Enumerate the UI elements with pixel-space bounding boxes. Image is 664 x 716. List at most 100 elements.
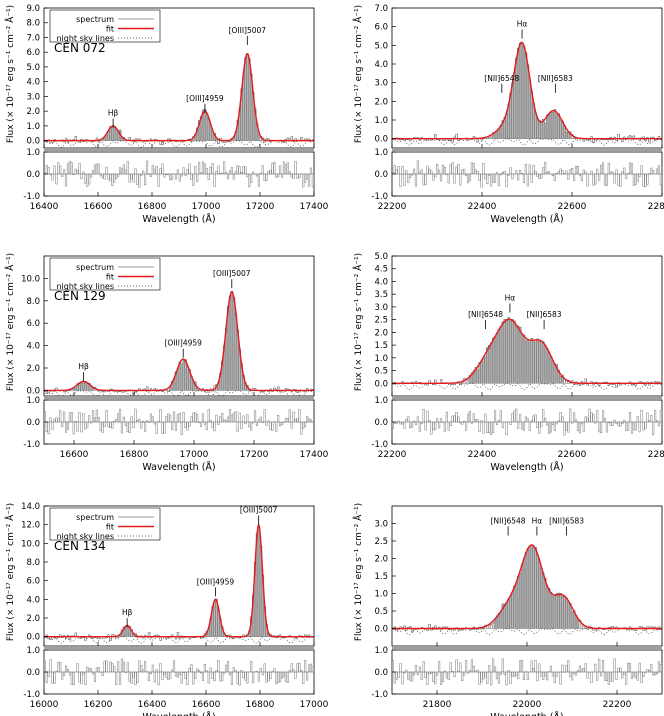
spectrum-bin: [524, 340, 527, 384]
residual-bin: [242, 415, 245, 423]
spectrum-bin: [563, 596, 566, 629]
residual-bin: [298, 409, 301, 423]
residual-bin: [190, 416, 193, 423]
residual-bin: [461, 671, 464, 681]
residual-bin: [59, 410, 62, 423]
residual-bin: [300, 670, 303, 673]
residual-bin: [257, 419, 260, 423]
residual-bin: [169, 671, 172, 679]
residual-tick-label: 0.0: [374, 668, 388, 678]
residual-bin: [109, 421, 112, 428]
residual-bin: [470, 421, 473, 424]
residual-bin: [559, 168, 562, 175]
residual-bin: [64, 173, 68, 187]
residual-bin: [244, 421, 247, 425]
residual-bin: [632, 173, 635, 186]
residual-bin: [205, 670, 208, 673]
residual-tick-label: 1.0: [26, 148, 40, 158]
residual-bin: [196, 668, 199, 673]
residual-bin: [255, 671, 259, 673]
residual-bin: [657, 421, 661, 427]
residual-bin: [601, 162, 605, 175]
residual-bin: [503, 170, 506, 175]
sky-lines: [44, 139, 314, 148]
residual-bin: [519, 660, 522, 673]
residual-bin: [414, 421, 418, 425]
residual-bin: [528, 164, 531, 175]
y-tick-label: 3.0: [26, 92, 40, 102]
residual-bin: [244, 166, 247, 175]
spectrum-layer: [44, 522, 314, 644]
residual-bin: [412, 671, 416, 676]
spectrum-bin: [507, 317, 510, 384]
residual-bin: [169, 173, 172, 181]
spectrum-bin: [484, 356, 487, 384]
residual-bin: [296, 418, 299, 423]
residual-bin: [176, 169, 179, 175]
residual-bin: [430, 170, 433, 175]
residual-bin: [644, 421, 647, 429]
residual-bin: [600, 164, 603, 175]
x-tick-label: 22200: [603, 700, 632, 710]
residual-bin: [93, 671, 97, 682]
spectrum-bin: [520, 333, 524, 384]
line-label: [OIII]5007: [229, 26, 267, 35]
residual-bin: [449, 164, 452, 175]
residual-bin: [145, 160, 149, 175]
residual-bin: [594, 173, 597, 185]
residual-bin: [627, 421, 630, 431]
residual-bin: [263, 663, 266, 673]
residual-bin: [397, 420, 400, 423]
residual-tick-label: 0.0: [374, 170, 388, 180]
residual-bin: [601, 410, 605, 423]
residual-bin: [640, 165, 643, 175]
residual-bin: [269, 671, 272, 680]
residual-bin: [646, 173, 649, 185]
spectrum-bin: [569, 603, 572, 629]
residual-bin: [569, 671, 572, 678]
residual-bin: [563, 173, 566, 175]
residual-bin: [267, 420, 270, 423]
residual-bin: [294, 418, 297, 423]
residual-bin: [107, 421, 110, 428]
residual-bin: [642, 173, 645, 187]
residual-bin: [90, 668, 93, 673]
residual-bin: [565, 665, 568, 673]
line-label: Hβ: [78, 362, 89, 371]
residual-bin: [140, 173, 143, 176]
residual-bin: [655, 671, 659, 675]
residual-bin: [157, 173, 160, 187]
spectrum-bin: [91, 388, 95, 391]
legend-label: fit: [106, 273, 114, 282]
y-tick-label: 6.0: [374, 23, 388, 33]
residual-bin: [117, 661, 120, 673]
spectrum-bin: [532, 546, 535, 629]
y-tick-label: 7.0: [374, 4, 388, 14]
legend-box: [49, 257, 161, 291]
residual-bin: [574, 419, 578, 423]
spectrum-bin: [561, 596, 564, 629]
residual-bin: [105, 660, 108, 673]
residual-bin: [528, 421, 531, 431]
residual-bin: [265, 173, 268, 181]
spectrum-bin: [546, 586, 549, 629]
residual-bin: [436, 418, 439, 423]
spectrum-bin: [553, 595, 556, 629]
y-tick-label: 0.5: [374, 607, 388, 617]
residual-bin: [118, 408, 122, 423]
residual-bin: [153, 168, 156, 175]
residual-bin: [395, 671, 398, 680]
residual-bin: [111, 421, 114, 429]
residual-bin: [590, 671, 593, 683]
residual-bin: [223, 419, 226, 423]
residual-bin: [495, 421, 499, 425]
residual-bin: [51, 421, 54, 430]
residual-bin: [113, 666, 116, 673]
spectrum-bin: [530, 91, 533, 139]
residual-bin: [646, 669, 649, 673]
fit-curve: [392, 41, 662, 140]
y-tick-label: 8.0: [26, 558, 40, 568]
residual-bin: [439, 671, 443, 685]
residual-bin: [217, 660, 220, 673]
residual-bin: [246, 414, 249, 423]
